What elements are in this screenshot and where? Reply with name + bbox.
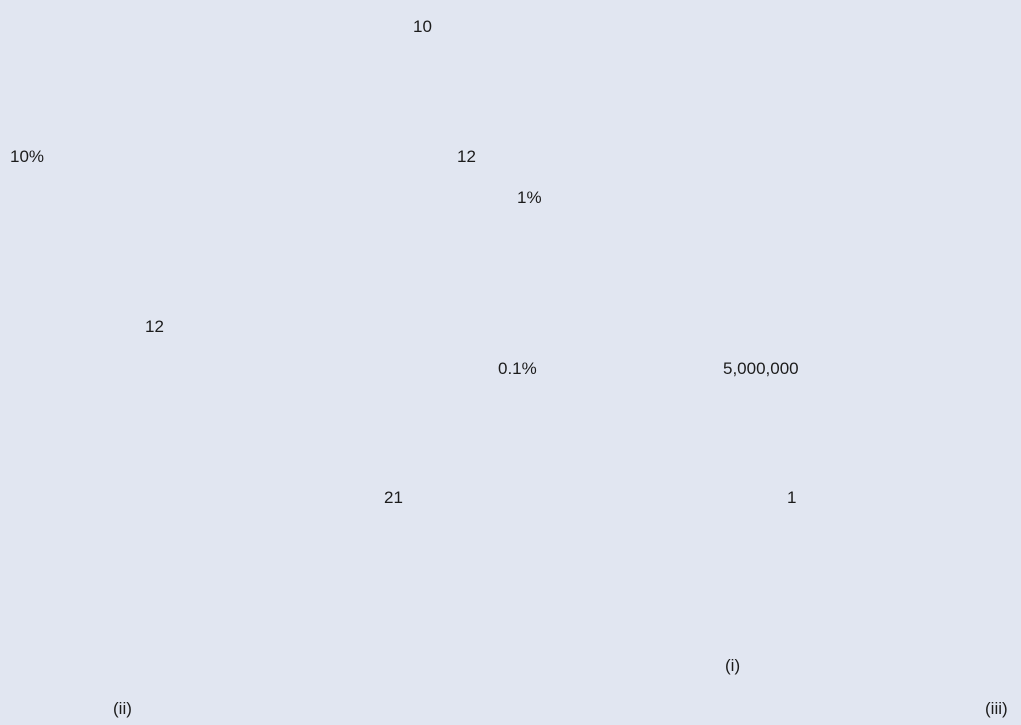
label: (i) — [725, 656, 741, 675]
label: 21 — [384, 488, 403, 507]
label: (ii) — [113, 699, 132, 718]
label: 5,000,000 — [723, 359, 799, 378]
label: 10% — [10, 147, 45, 166]
label: 1% — [517, 188, 542, 207]
label: (iii) — [985, 699, 1008, 718]
label: 12 — [145, 317, 164, 336]
label: 10 — [413, 17, 432, 36]
label: 12 — [457, 147, 476, 166]
label: 1 — [787, 488, 797, 507]
label: 0.1% — [498, 359, 537, 378]
